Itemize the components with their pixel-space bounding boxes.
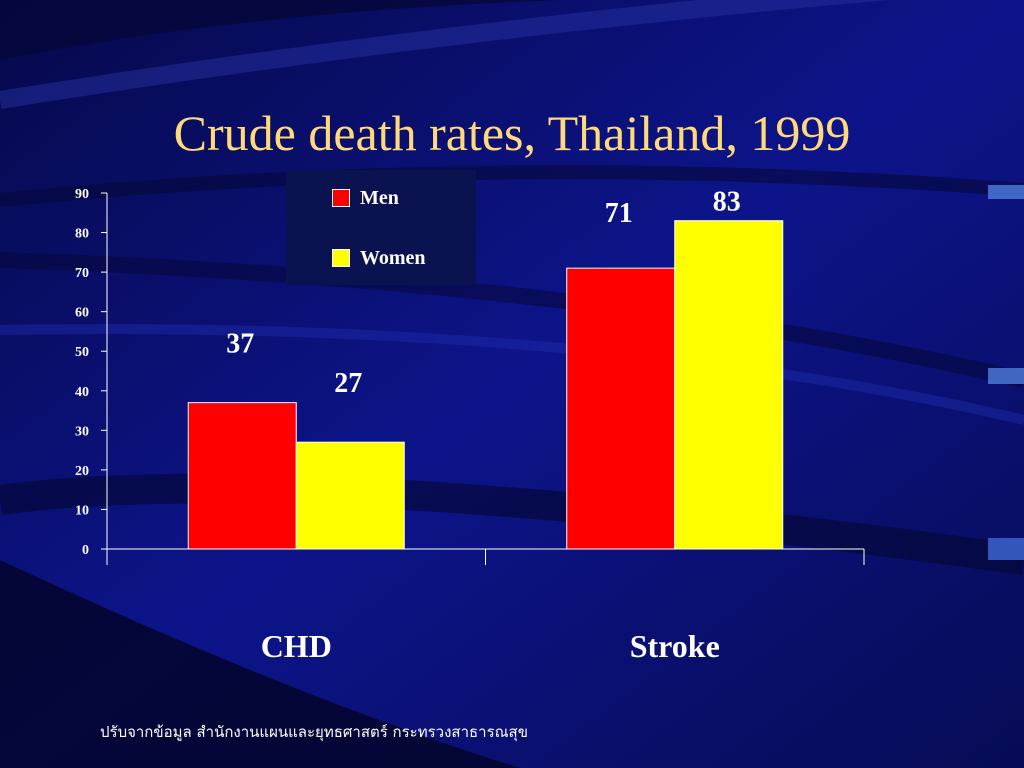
y-tick-label: 10 — [75, 503, 89, 518]
x-category-label: Stroke — [630, 628, 720, 664]
legend-label-women: Women — [360, 246, 426, 269]
bar-men-chd — [187, 402, 297, 550]
legend-item-women: Women — [332, 246, 426, 270]
bar-men-stroke — [566, 267, 676, 550]
chart-bars — [187, 220, 784, 550]
y-tick-label: 90 — [75, 187, 89, 202]
legend-swatch-women — [332, 249, 350, 267]
legend-swatch-men — [332, 189, 350, 207]
y-tick-label: 50 — [75, 345, 89, 360]
y-tick-label: 20 — [75, 464, 89, 479]
chart-legend: Men Women — [286, 170, 476, 285]
y-tick-label: 70 — [75, 266, 89, 281]
source-note: ปรับจากข้อมูล สำนักงานแผนและยุทธศาสตร์ ก… — [100, 723, 528, 741]
bar-women-stroke — [674, 220, 784, 550]
x-category-label: CHD — [261, 628, 332, 664]
bar-women-chd — [295, 441, 405, 550]
data-label-women-stroke: 83 — [713, 187, 741, 218]
chart-labels: 37 27 CHD 71 83 Stroke — [226, 187, 741, 664]
y-tick-label: 40 — [75, 385, 89, 400]
slide-title: Crude death rates, Thailand, 1999 — [173, 105, 851, 161]
data-label-men-chd: 37 — [226, 329, 254, 360]
y-tick-label: 0 — [82, 543, 89, 558]
y-tick-label: 60 — [75, 306, 89, 321]
data-label-women-chd: 27 — [334, 368, 362, 399]
y-tick-label: 30 — [75, 424, 89, 439]
legend-label-men: Men — [360, 186, 399, 209]
legend-item-men: Men — [332, 186, 399, 210]
data-label-men-stroke: 71 — [605, 198, 633, 229]
y-tick-label: 80 — [75, 227, 89, 242]
